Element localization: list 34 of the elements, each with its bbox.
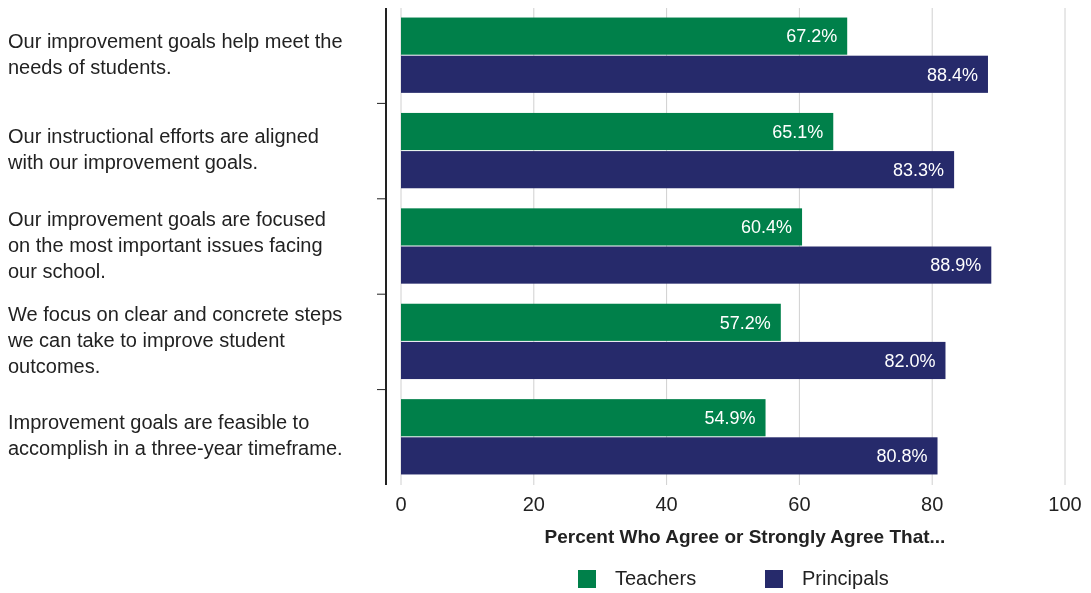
x-tick-label: 80 [921,493,944,516]
data-label: 88.9% [930,255,982,276]
bar [401,303,781,341]
bar [401,112,834,151]
legend-label: Teachers [615,567,697,590]
legend-label: Principals [802,567,889,590]
x-tick-label: 60 [788,493,811,516]
data-label: 80.8% [876,446,928,467]
data-label: 54.9% [704,407,756,428]
data-label: 67.2% [786,26,838,47]
x-tick-label: 0 [395,493,407,516]
x-axis-title: Percent Who Agree or Strongly Agree That... [544,526,946,548]
data-label: 57.2% [719,312,771,333]
data-label: 82.0% [884,350,936,371]
bar [401,246,992,284]
bar [401,55,988,93]
x-tick-label: 100 [1048,493,1082,516]
bar [401,208,803,246]
y-tick-label: Improvement goals are feasible to accomplish in a three-year timeframe. [8,411,343,460]
data-label: 88.4% [926,64,978,85]
bar [401,399,766,437]
y-tick-label: Our improvement goals help meet the needs of students. [8,29,343,78]
data-label: 65.1% [772,121,824,142]
x-tick-label: 20 [522,493,545,516]
bar [401,17,848,55]
x-tick-label: 40 [655,493,678,516]
y-tick-label: Our improvement goals are focused on the most important issues facing our school. [8,207,326,282]
y-tick-label: Our instructional efforts are aligned with our improvement goals. [7,125,319,174]
bar [401,437,938,475]
bar [401,341,946,380]
bar [401,151,955,189]
data-label: 83.3% [893,159,945,180]
data-label: 60.4% [741,217,793,238]
y-tick-label: We focus on clear and concrete steps we can take to improve student outcomes. [7,303,343,378]
